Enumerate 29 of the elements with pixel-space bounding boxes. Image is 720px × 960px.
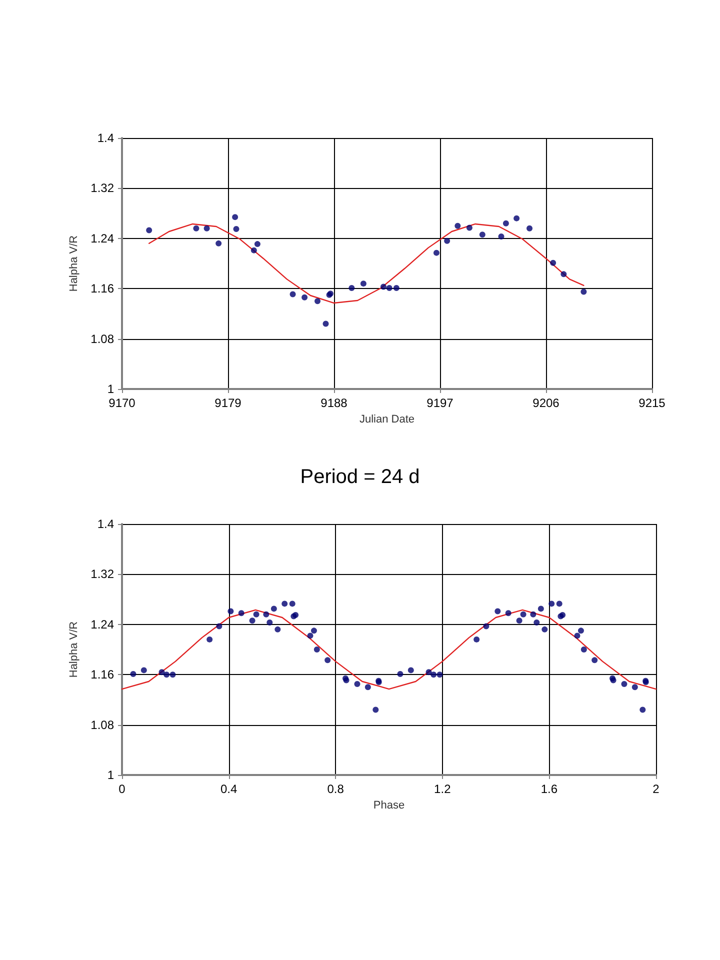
x-tick-label: 9197 [426, 396, 454, 410]
y-tick-label: 1 [107, 768, 114, 782]
y-tick-label: 1.08 [90, 332, 114, 346]
y-tick-label: 1.16 [90, 668, 114, 682]
y-tick-label: 1.16 [90, 282, 114, 296]
x-tick-label: 9215 [638, 396, 666, 410]
y-tick-label: 1.24 [90, 617, 114, 632]
y-tick-label: 1.4 [97, 131, 114, 145]
x-tick-label: 0.4 [220, 782, 238, 796]
y-tick-label: 1.08 [90, 718, 114, 732]
x-axis-title: Phase [373, 799, 405, 812]
x-tick-label: 9188 [320, 396, 348, 410]
y-tick-label: 1.32 [90, 567, 114, 582]
chart-title: Period = 24 d [300, 466, 420, 488]
y-axis-title: Halpha V/R [68, 235, 80, 292]
y-tick-label: 1.24 [90, 231, 114, 246]
x-axis-title: Julian Date [359, 413, 415, 426]
x-tick-label: 9179 [214, 396, 242, 410]
y-tick-label: 1 [107, 382, 114, 396]
x-tick-label: 2 [652, 782, 660, 796]
x-tick-label: 9206 [532, 396, 560, 410]
y-axis-title: Halpha V/R [68, 621, 80, 678]
x-tick-label: 1.2 [434, 782, 452, 796]
x-tick-label: 0.8 [327, 782, 344, 796]
y-tick-label: 1.4 [97, 517, 114, 531]
x-tick-label: 1.6 [540, 782, 558, 796]
x-tick-label: 9170 [108, 396, 136, 410]
x-tick-label: 0 [118, 782, 126, 796]
y-tick-label: 1.32 [90, 181, 114, 196]
